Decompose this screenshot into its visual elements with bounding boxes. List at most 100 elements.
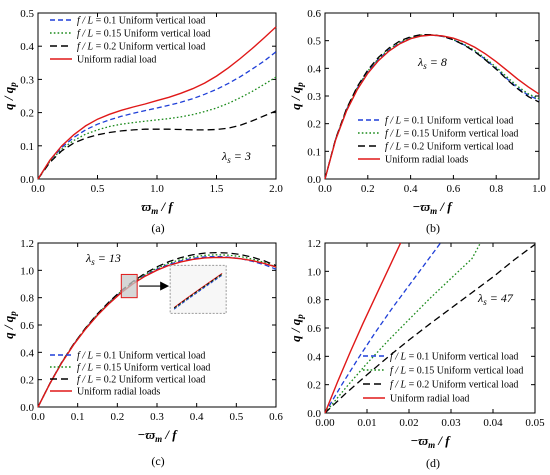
y-tick-label: 1.0 — [307, 266, 321, 278]
series-line-4 — [324, 242, 402, 414]
y-tick-label: 0.2 — [307, 119, 321, 131]
inset-curve — [173, 274, 223, 309]
y-tick-label: 0.2 — [20, 108, 34, 120]
x-tick-label: 0.02 — [399, 417, 418, 429]
x-tick-label: 0.03 — [441, 417, 461, 429]
legend-entry: f / L = 0.15 Uniform vertical load — [390, 366, 523, 377]
legend-entry: f / L = 0.2 Uniform vertical load — [77, 375, 205, 386]
x-tick-label: 0.0 — [31, 183, 45, 195]
y-tick-label: 0.4 — [307, 63, 321, 75]
x-tick-label: 0.1 — [71, 411, 85, 423]
lambda-label: λs = 13 — [85, 251, 121, 267]
y-axis-title: q / qp — [1, 82, 18, 110]
series-line-4 — [324, 34, 540, 180]
legend-entry: Uniform radial loads — [385, 155, 468, 166]
y-tick-label: 0.8 — [20, 293, 34, 305]
legend-entry: f / L = 0.2 Uniform vertical load — [390, 380, 518, 391]
x-tick-label: 0.04 — [483, 417, 503, 429]
panel-3: 0.0 0.1 0.2 0.3 0.4 0.5 0.6 0.0 0.2 0.4 0.6 0.8 1.0 1… — [20, 238, 283, 468]
lambda-label: λs = 8 — [417, 55, 447, 71]
y-tick-label: 1.0 — [20, 265, 34, 277]
legend-entry: f / L = 0.2 Uniform vertical load — [77, 42, 205, 53]
y-tick-label: 0.1 — [307, 146, 321, 158]
series-line-2 — [324, 242, 481, 414]
legend-entry: f / L = 0.1 Uniform vertical load — [390, 352, 518, 363]
y-axis-title: q / qp — [1, 311, 18, 339]
y-tick-label: 0.0 — [307, 174, 321, 186]
series-line-1 — [324, 242, 442, 414]
x-axis-title: ϖm / f — [141, 199, 174, 216]
legend-entry: f / L = 0.1 Uniform vertical load — [77, 351, 205, 362]
legend-entry: f / L = 0.1 Uniform vertical load — [77, 16, 205, 27]
legend-entry: Uniform radial load — [390, 394, 469, 405]
y-tick-label: 0.4 — [307, 351, 321, 363]
panel-tag: (c) — [151, 454, 164, 468]
lambda-label: λs = 3 — [221, 149, 251, 165]
panel-tag: (d) — [426, 456, 440, 470]
lambda-label: λs = 47 — [477, 291, 514, 307]
x-tick-label: 0.00 — [315, 417, 335, 429]
x-tick-label: 0.5 — [229, 411, 243, 423]
legend-entry: f / L = 0.2 Uniform vertical load — [385, 142, 513, 153]
y-tick-label: 0.0 — [20, 174, 34, 186]
series-line-1 — [37, 51, 277, 180]
series-line-3 — [324, 33, 540, 180]
x-tick-label: 0.2 — [110, 411, 124, 423]
x-tick-label: 0.5 — [91, 183, 105, 195]
inset-curve — [173, 273, 223, 309]
y-tick-label: 0.3 — [20, 74, 34, 86]
x-tick-label: 0.0 — [31, 411, 45, 423]
zoom-region — [120, 273, 138, 299]
x-axis-title: −ϖm / f — [410, 433, 451, 450]
y-tick-label: 0.4 — [20, 41, 34, 53]
panel-4: 0.00 0.01 0.02 0.03 0.04 0.05 0.0 0.2 0.4 0.6 0.8 1… — [307, 238, 545, 470]
y-tick-label: 0.6 — [20, 320, 34, 332]
x-tick-label: 0.2 — [361, 183, 375, 195]
inset-curve — [173, 273, 223, 308]
x-tick-label: 0.6 — [269, 411, 283, 423]
legend-entry: Uniform radial loads — [77, 387, 160, 398]
x-tick-label: 0.8 — [489, 183, 503, 195]
y-tick-label: 0.2 — [307, 380, 321, 392]
panel-1: 0.0 0.5 1.0 1.5 2.0 0.0 0.1 0.2 0.3 0.4 0.5 f / L =… — [20, 8, 283, 235]
panel-tag: (b) — [426, 221, 440, 235]
y-tick-label: 0.6 — [307, 323, 321, 335]
y-tick-label: 0.3 — [307, 91, 321, 103]
legend-entry: Uniform radial load — [77, 55, 156, 66]
series-line-3 — [37, 110, 277, 180]
x-tick-label: 0.3 — [150, 411, 164, 423]
x-axis-title: −ϖm / f — [412, 199, 453, 216]
x-tick-label: 1.0 — [150, 183, 164, 195]
y-tick-label: 0.2 — [20, 375, 34, 387]
panel-tag: (a) — [151, 221, 164, 235]
x-tick-label: 0.01 — [357, 417, 376, 429]
y-tick-label: 0.1 — [20, 141, 34, 153]
y-tick-label: 0.6 — [307, 8, 321, 20]
legend-entry: f / L = 0.15 Uniform vertical load — [77, 29, 210, 40]
x-tick-label: 0.4 — [404, 183, 418, 195]
legend-entry: f / L = 0.1 Uniform vertical load — [385, 116, 513, 127]
series-line-2 — [37, 254, 277, 408]
x-tick-label: 1.0 — [532, 183, 546, 195]
y-tick-label: 0.4 — [20, 347, 34, 359]
legend-entry: f / L = 0.15 Uniform vertical load — [385, 129, 518, 140]
panel-2: 0.0 0.2 0.4 0.6 0.8 1.0 0.0 0.1 0.2 0.3 0.4 0.5 0.6 f… — [307, 8, 546, 235]
y-tick-label: 1.2 — [307, 238, 321, 250]
x-tick-label: 0.0 — [318, 183, 332, 195]
y-tick-label: 0.5 — [307, 36, 321, 48]
x-tick-label: 0.4 — [190, 411, 204, 423]
y-tick-label: 0.8 — [307, 295, 321, 307]
series-line-2 — [37, 76, 277, 180]
x-tick-label: 1.5 — [210, 183, 224, 195]
x-axis-title: −ϖm / f — [137, 427, 178, 444]
legend-entry: f / L = 0.15 Uniform vertical load — [77, 363, 210, 374]
series-line-3 — [324, 243, 536, 414]
inset-curve — [173, 274, 223, 310]
y-axis-title: q / qp — [288, 314, 305, 342]
series-line-4 — [37, 26, 277, 180]
y-tick-label: 0.0 — [20, 402, 34, 414]
series-line-4 — [37, 256, 277, 408]
y-tick-label: 0.5 — [20, 8, 34, 20]
y-axis-title: q / qp — [288, 82, 305, 110]
y-tick-label: 1.2 — [20, 238, 34, 250]
